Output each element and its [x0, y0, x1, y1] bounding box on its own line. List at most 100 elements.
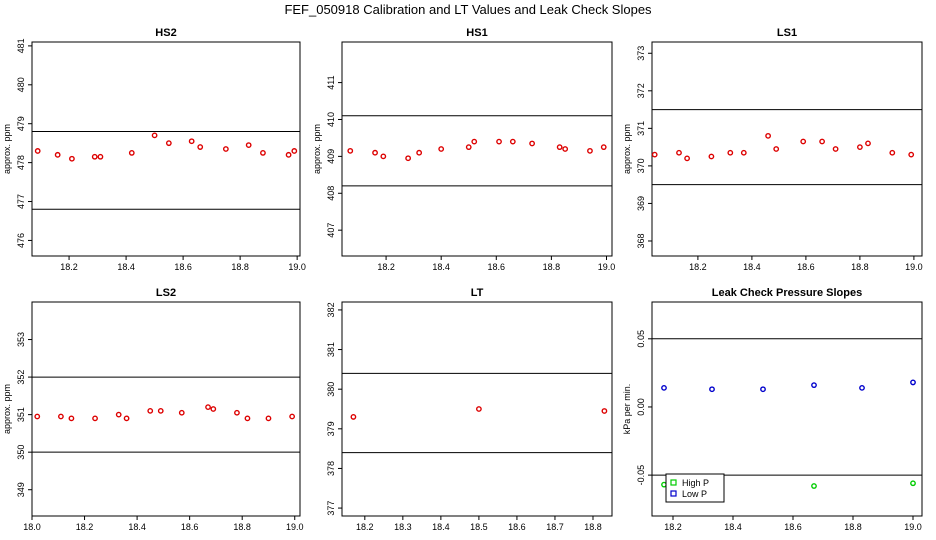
x-tick-label: 18.0 — [23, 522, 41, 532]
panel-5: LT 18.2 18.3 18.4 18.5 18.6 18.7 18.8 377 378 379 3… — [326, 287, 613, 532]
panel-title: HS2 — [155, 27, 176, 39]
y-tick-label: 353 — [16, 332, 26, 347]
data-point — [58, 413, 64, 420]
x-tick-label: 18.6 — [174, 262, 192, 272]
data-point — [889, 149, 896, 156]
x-tick-label: 19.0 — [905, 262, 923, 272]
plot-frame — [341, 301, 613, 517]
data-point — [676, 149, 682, 156]
x-tick-label: 18.8 — [851, 262, 869, 272]
y-axis-label: approx. ppm — [2, 384, 12, 434]
y-tick-label: 0.05 — [636, 330, 646, 348]
y-tick-label: 380 — [326, 382, 336, 397]
data-point — [285, 151, 292, 158]
x-tick-label: 18.4 — [743, 262, 761, 272]
panel-3: LS1 18.2 18.4 18.6 18.8 19.0 368 369 370 371 372 37… — [622, 27, 923, 272]
data-point — [661, 384, 667, 391]
y-tick-label: 381 — [326, 342, 336, 357]
x-tick-label: 19.0 — [288, 262, 306, 272]
data-point — [178, 409, 185, 416]
y-axis-label: approx. ppm — [312, 124, 322, 174]
data-point — [438, 146, 445, 152]
x-tick-label: 18.4 — [432, 522, 450, 532]
data-point — [765, 132, 771, 139]
data-point — [157, 407, 164, 414]
plot-frame — [31, 41, 301, 257]
data-point — [859, 384, 865, 391]
data-point — [819, 138, 825, 145]
data-point — [69, 155, 75, 162]
data-point — [123, 415, 130, 422]
x-tick-label: 18.8 — [844, 522, 862, 532]
data-point — [205, 404, 211, 411]
x-tick-label: 18.2 — [356, 522, 374, 532]
panel-title: HS1 — [466, 27, 487, 39]
y-tick-label: 371 — [636, 121, 646, 136]
data-point — [265, 415, 272, 422]
data-point — [34, 413, 41, 420]
y-tick-label: 352 — [16, 370, 26, 385]
data-point — [727, 149, 734, 156]
data-point — [128, 149, 135, 156]
data-point — [347, 147, 354, 154]
data-point — [197, 144, 204, 150]
y-axis-label: approx. ppm — [2, 124, 12, 174]
y-tick-label: 479 — [16, 116, 26, 131]
x-tick-label: 18.7 — [546, 522, 564, 532]
panel-title: LS2 — [156, 287, 176, 299]
data-point — [350, 414, 357, 420]
x-tick-label: 18.3 — [394, 522, 412, 532]
data-point — [234, 409, 240, 416]
x-tick-label: 19.0 — [904, 522, 922, 532]
y-tick-label: 368 — [636, 233, 646, 248]
data-point — [34, 148, 41, 154]
data-point — [562, 146, 569, 152]
panel-4: LS2 18.0 18.2 18.4 18.6 18.8 19.0 349 350 351 352 3… — [2, 287, 304, 532]
data-point — [773, 146, 780, 152]
y-tick-label: 481 — [16, 38, 26, 53]
data-point — [465, 144, 472, 151]
y-tick-label: 407 — [326, 223, 336, 238]
x-tick-label: 18.8 — [584, 522, 602, 532]
data-point — [760, 386, 766, 393]
panel-2: HS1 18.2 18.4 18.6 18.8 19.0 407 408 409 410 411 ap… — [312, 27, 615, 272]
y-tick-label: 350 — [16, 445, 26, 460]
data-point — [811, 382, 817, 389]
y-tick-label: 378 — [326, 461, 336, 476]
x-tick-label: 18.2 — [60, 262, 78, 272]
y-tick-label: 351 — [16, 407, 26, 422]
x-tick-label: 18.8 — [231, 262, 249, 272]
data-point — [91, 153, 98, 160]
y-tick-label: 410 — [326, 112, 336, 127]
data-point — [910, 379, 916, 386]
x-tick-label: 18.2 — [76, 522, 94, 532]
x-tick-label: 18.6 — [784, 522, 802, 532]
x-tick-label: 18.2 — [377, 262, 395, 272]
data-point — [92, 415, 98, 422]
y-tick-label: 0.00 — [636, 398, 646, 416]
data-point — [709, 386, 715, 393]
legend-label: High P — [682, 478, 709, 488]
figure-title: FEF_050918 Calibration and LT Values and… — [284, 2, 652, 17]
data-point — [471, 138, 478, 145]
data-point — [811, 483, 817, 489]
y-axis-label: kPa per min. — [622, 384, 632, 435]
data-point — [97, 153, 104, 160]
y-tick-label: 411 — [326, 75, 336, 89]
data-point — [832, 146, 839, 152]
plot-frame — [651, 41, 923, 257]
y-tick-label: 369 — [636, 196, 646, 211]
panel-1: HS2 18.2 18.4 18.6 18.8 19.0 476 477 478 479 480 48… — [2, 27, 306, 272]
x-tick-label: 18.6 — [488, 262, 506, 272]
y-tick-label: 477 — [16, 194, 26, 209]
y-tick-label: 373 — [636, 46, 646, 61]
y-tick-label: 377 — [326, 501, 336, 516]
x-tick-label: 18.6 — [508, 522, 526, 532]
data-point — [188, 138, 195, 145]
legend-box — [665, 473, 725, 503]
data-point — [68, 415, 75, 422]
data-point — [496, 138, 502, 145]
data-point — [708, 153, 715, 160]
y-axis-label: approx. ppm — [622, 124, 632, 174]
